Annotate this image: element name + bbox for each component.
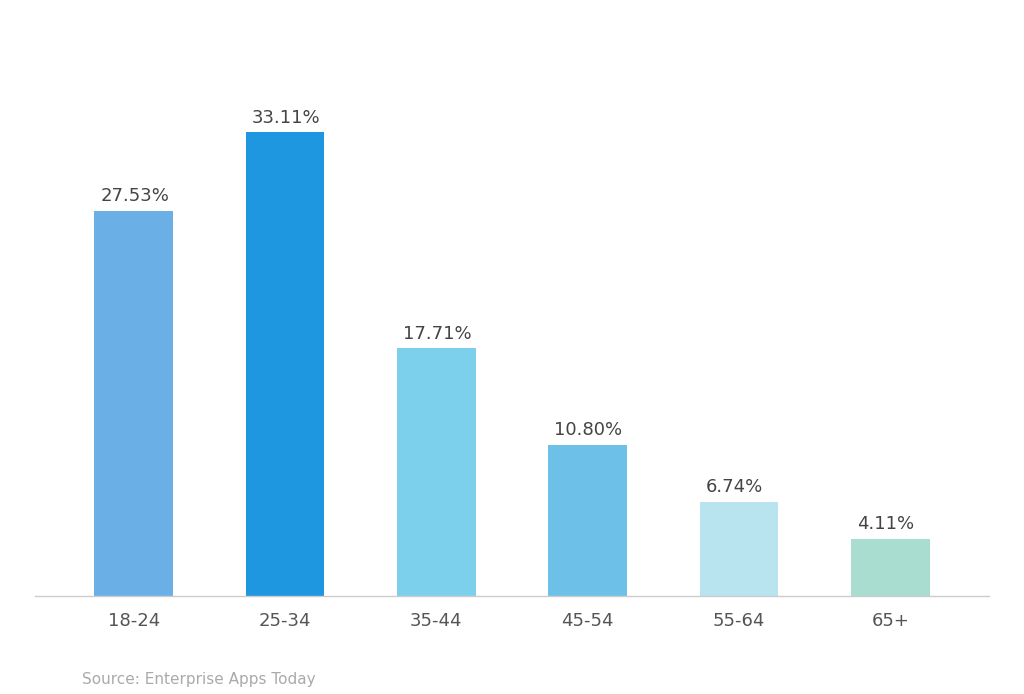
Text: 6.74%: 6.74% — [706, 478, 763, 496]
Text: 4.11%: 4.11% — [857, 515, 914, 533]
Text: 33.11%: 33.11% — [252, 109, 321, 127]
Text: 27.53%: 27.53% — [100, 187, 169, 205]
Text: 10.80%: 10.80% — [554, 421, 623, 439]
Bar — [548, 445, 627, 596]
Text: 17.71%: 17.71% — [403, 325, 472, 343]
Bar — [397, 348, 476, 596]
Bar — [851, 539, 930, 596]
Bar — [699, 502, 778, 596]
Bar — [94, 210, 173, 596]
Bar — [246, 133, 325, 596]
Text: Source: Enterprise Apps Today: Source: Enterprise Apps Today — [82, 672, 315, 687]
